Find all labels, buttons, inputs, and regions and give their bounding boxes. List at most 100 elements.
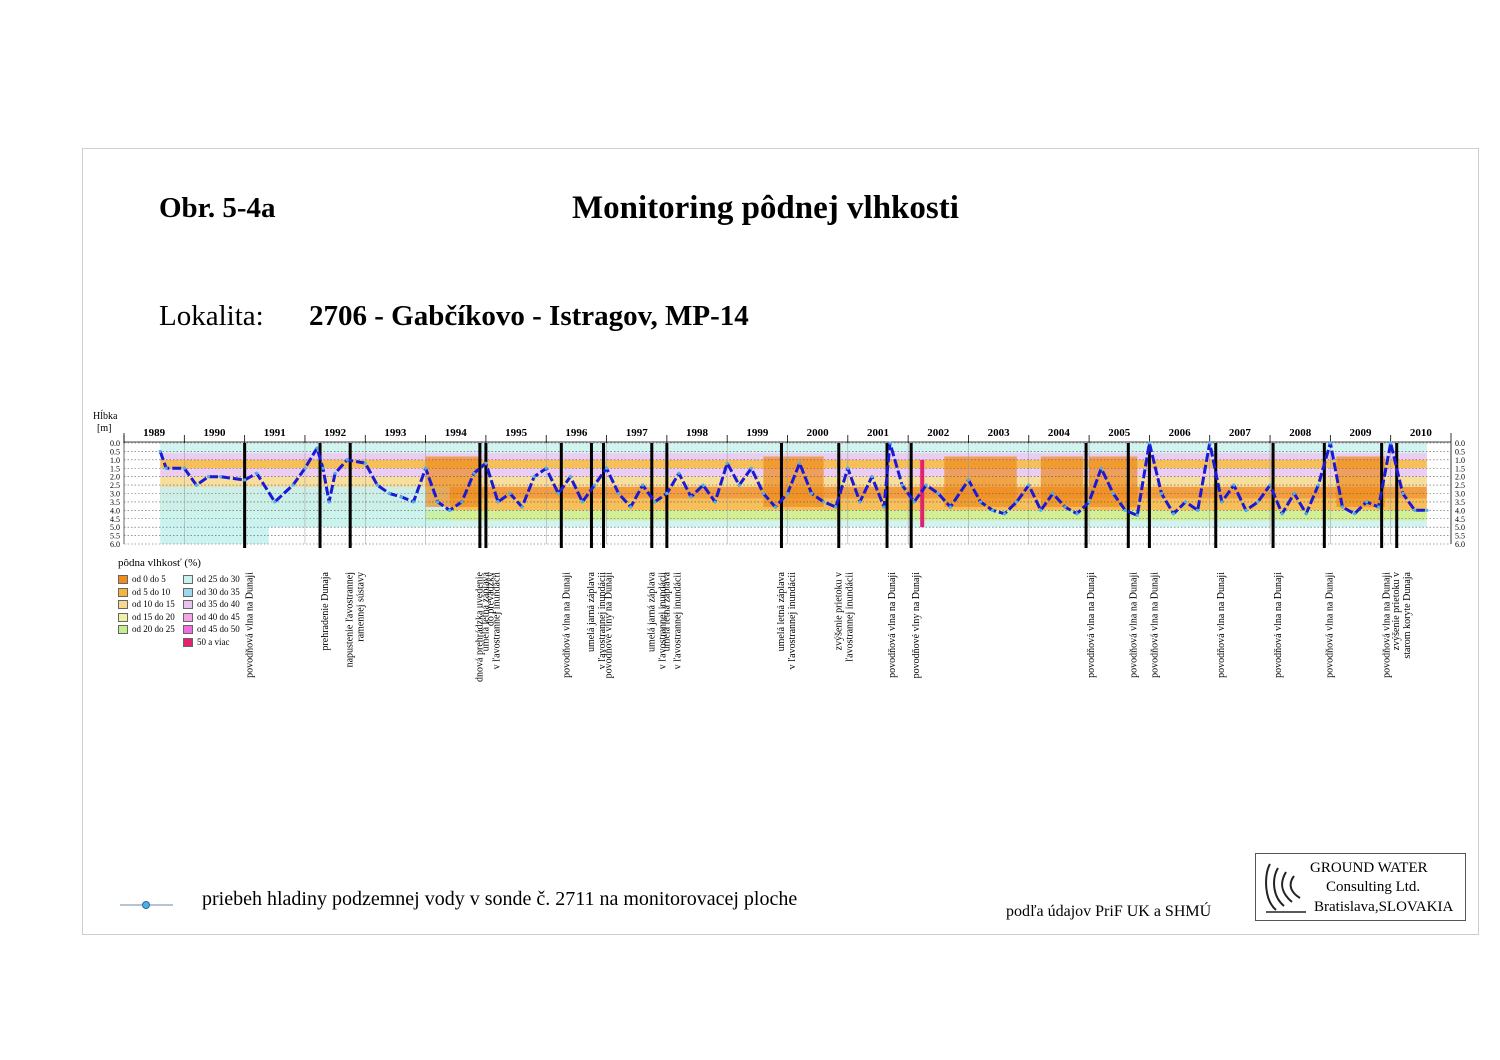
water-level-point bbox=[1304, 512, 1308, 516]
water-level-point bbox=[1099, 466, 1103, 470]
y-tick-label-right: 0.0 bbox=[1455, 439, 1465, 448]
event-label: zvýšenie prietoku v bbox=[833, 572, 844, 650]
year-label: 2009 bbox=[1350, 427, 1373, 439]
legend-item: od 5 do 10 bbox=[118, 587, 170, 597]
y-axis-unit: [m] bbox=[97, 423, 111, 434]
water-level-point bbox=[387, 491, 391, 496]
water-level-point bbox=[749, 466, 753, 470]
water-level-point bbox=[858, 500, 862, 504]
water-level-point bbox=[423, 466, 428, 470]
y-tick-label: 3.0 bbox=[110, 490, 120, 499]
water-level-point bbox=[1401, 491, 1405, 496]
water-level-point bbox=[1051, 491, 1055, 496]
water-level-point bbox=[1075, 512, 1079, 516]
water-level-point bbox=[870, 475, 874, 479]
water-level-point bbox=[1196, 508, 1200, 512]
water-level-point bbox=[761, 491, 765, 496]
event-label: dnová prehrádzka uvedenie bbox=[474, 571, 485, 682]
heatmap-band bbox=[160, 443, 1427, 454]
y-tick-label: 1.5 bbox=[110, 464, 120, 473]
event-label: povodňová vlna na Dunaji bbox=[887, 572, 898, 678]
water-level-point bbox=[1389, 441, 1393, 445]
legend-swatch bbox=[118, 612, 128, 622]
y-tick-label-right: 1.5 bbox=[1455, 464, 1465, 473]
event-label: ramennej sústavy bbox=[356, 572, 367, 642]
legend-item: od 25 do 30 bbox=[183, 574, 240, 585]
water-level-point bbox=[653, 500, 657, 504]
water-level-point bbox=[948, 505, 952, 509]
year-label: 1992 bbox=[324, 427, 347, 439]
water-level-point bbox=[1111, 491, 1115, 496]
water-level-point bbox=[725, 461, 729, 465]
water-level-point bbox=[641, 483, 645, 487]
water-level-point bbox=[689, 495, 693, 499]
year-label: 1996 bbox=[565, 427, 588, 439]
event-label: povodňová vlna na Dunaji bbox=[561, 572, 572, 678]
legend-item: od 0 do 5 bbox=[118, 574, 166, 585]
y-tick-label-right: 2.5 bbox=[1455, 481, 1465, 490]
legend-swatch bbox=[183, 612, 193, 622]
legend-swatch bbox=[183, 625, 193, 635]
water-level-point bbox=[520, 505, 524, 509]
water-level-point bbox=[291, 483, 295, 487]
y-axis-label: Hĺbka bbox=[93, 409, 118, 422]
water-level-point bbox=[544, 466, 548, 470]
y-tick-label-right: 5.5 bbox=[1455, 532, 1465, 541]
y-tick-label-right: 2.0 bbox=[1455, 473, 1465, 482]
legend-swatch bbox=[183, 587, 193, 597]
y-tick-label: 2.5 bbox=[110, 481, 120, 490]
event-label: povodňová vlna na Dunaji bbox=[1149, 572, 1160, 678]
water-level-point bbox=[677, 471, 681, 475]
y-tick-label-right: 3.5 bbox=[1455, 498, 1465, 507]
event-label: do prevádzky bbox=[485, 572, 496, 626]
year-label: 2001 bbox=[867, 427, 889, 439]
location-label: Lokalita: bbox=[159, 300, 264, 332]
event-label: povodňová vlna na Dunaji bbox=[1086, 572, 1097, 678]
legend-swatch bbox=[118, 625, 128, 635]
water-level-point bbox=[810, 491, 814, 496]
water-level-point bbox=[1184, 500, 1188, 504]
water-level-point bbox=[1280, 512, 1284, 516]
water-level-point bbox=[327, 500, 331, 504]
source-note: podľa údajov PriF UK a SHMÚ bbox=[1006, 903, 1212, 920]
water-level-line bbox=[158, 441, 1427, 517]
page-title: Monitoring pôdnej vlhkosti bbox=[572, 190, 959, 226]
event-label: starom koryte Dunaja bbox=[1402, 571, 1413, 658]
water-level-point bbox=[194, 483, 198, 487]
water-level-point bbox=[1220, 500, 1224, 504]
year-label: 1995 bbox=[505, 427, 528, 439]
y-tick-label: 4.5 bbox=[110, 515, 120, 524]
legend-item: od 35 do 40 bbox=[183, 599, 240, 610]
water-level-point bbox=[912, 500, 916, 504]
water-level-point bbox=[1244, 508, 1248, 512]
water-level-point bbox=[713, 500, 717, 504]
water-level-point bbox=[701, 483, 705, 487]
water-level-point bbox=[966, 478, 971, 482]
water-level-point bbox=[1147, 441, 1152, 445]
water-level-point bbox=[472, 471, 476, 475]
logo-line-2: Consulting Ltd. bbox=[1326, 879, 1421, 895]
legend-item: 50 a viac bbox=[183, 637, 229, 647]
water-level-point bbox=[1340, 505, 1345, 509]
event-label: umelá letná záplava bbox=[776, 571, 787, 651]
y-tick-label: 1.0 bbox=[110, 456, 120, 465]
water-level-point bbox=[604, 466, 609, 470]
water-level-point bbox=[568, 475, 572, 479]
event-label: povodňová vlna na Dunaji bbox=[1216, 572, 1227, 678]
legend-item: od 40 do 45 bbox=[183, 612, 240, 622]
water-level-point bbox=[1292, 491, 1296, 496]
water-level-point bbox=[1027, 483, 1031, 487]
event-label: v ľavostrannej inundácii bbox=[597, 572, 608, 670]
legend-title: pôdna vlhkosť (%) bbox=[118, 557, 201, 569]
water-level-point bbox=[460, 500, 464, 504]
legend-label: od 15 do 20 bbox=[132, 611, 175, 622]
water-level-point bbox=[1328, 441, 1332, 445]
y-tick-label-right: 3.0 bbox=[1455, 490, 1465, 499]
water-level-point bbox=[888, 441, 892, 445]
year-label: 2005 bbox=[1108, 427, 1131, 439]
water-level-point bbox=[1268, 483, 1272, 487]
event-label: umelá jarná záplava bbox=[646, 571, 657, 652]
event-label: povodňová vlna na Dunaji bbox=[1382, 572, 1393, 678]
y-tick-label-right: 5.0 bbox=[1455, 523, 1465, 532]
